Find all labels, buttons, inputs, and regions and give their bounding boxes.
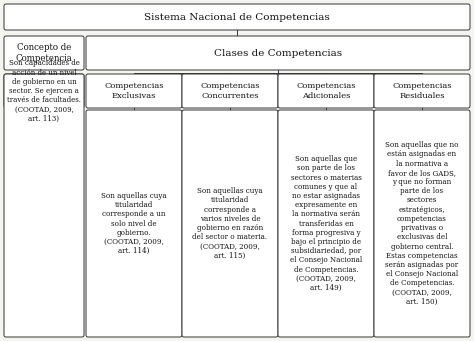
FancyBboxPatch shape [86,74,182,108]
FancyBboxPatch shape [278,74,374,108]
Text: Concepto de
Competencia: Concepto de Competencia [16,43,73,63]
Text: Clases de Competencias: Clases de Competencias [214,48,342,58]
FancyBboxPatch shape [86,36,470,70]
Text: Son aquellas que
son parte de los
sectores o materias
comunes y que al
no estar : Son aquellas que son parte de los sector… [290,155,362,292]
Text: Sistema Nacional de Competencias: Sistema Nacional de Competencias [144,13,330,21]
FancyBboxPatch shape [4,4,470,30]
FancyBboxPatch shape [374,110,470,337]
Text: Competencias
Residuales: Competencias Residuales [392,83,452,100]
Text: Competencias
Concurrentes: Competencias Concurrentes [200,83,260,100]
Text: Competencias
Adicionales: Competencias Adicionales [296,83,356,100]
FancyBboxPatch shape [182,110,278,337]
FancyBboxPatch shape [86,110,182,337]
FancyBboxPatch shape [278,110,374,337]
Text: Competencias
Exclusivas: Competencias Exclusivas [104,83,164,100]
FancyBboxPatch shape [182,74,278,108]
FancyBboxPatch shape [4,74,84,337]
Text: Son aquellas cuya
titularidad
corresponde a un
solo nivel de
gobierno.
(COOTAD, : Son aquellas cuya titularidad correspond… [101,192,167,255]
Text: Son aquellas cuya
titularidad
corresponde a
varios niveles de
gobierno en razón
: Son aquellas cuya titularidad correspond… [192,187,267,260]
Text: Son capacidades de
acción de un nivel
de gobierno en un
sector. Se ejercen a
tra: Son capacidades de acción de un nivel de… [7,59,81,123]
FancyBboxPatch shape [4,74,84,108]
FancyBboxPatch shape [374,74,470,108]
FancyBboxPatch shape [4,36,84,70]
Text: Son aquellas que no
están asignadas en
la normativa a
favor de los GADS,
y que n: Son aquellas que no están asignadas en l… [385,141,459,306]
